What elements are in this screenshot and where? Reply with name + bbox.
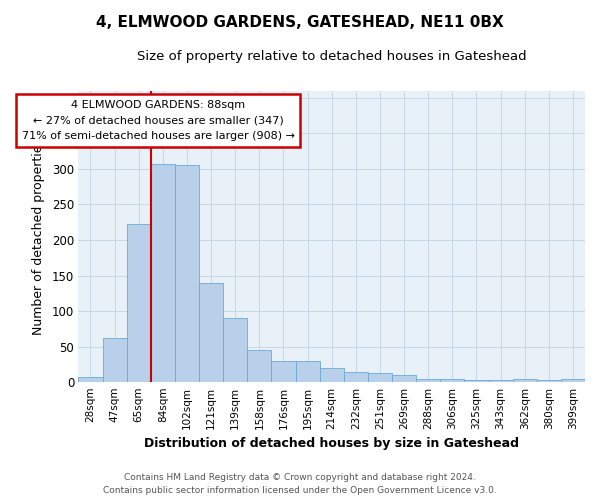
Bar — [151, 164, 175, 382]
Bar — [320, 368, 344, 382]
Bar — [561, 379, 585, 382]
Bar — [127, 224, 151, 382]
Bar — [537, 380, 561, 382]
Bar — [368, 373, 392, 382]
Bar — [199, 282, 223, 382]
Bar — [79, 376, 103, 382]
Text: 4 ELMWOOD GARDENS: 88sqm
← 27% of detached houses are smaller (347)
71% of semi-: 4 ELMWOOD GARDENS: 88sqm ← 27% of detach… — [22, 100, 295, 141]
Bar — [392, 374, 416, 382]
Bar — [512, 379, 537, 382]
X-axis label: Distribution of detached houses by size in Gateshead: Distribution of detached houses by size … — [144, 437, 519, 450]
Bar — [271, 361, 296, 382]
Text: 4, ELMWOOD GARDENS, GATESHEAD, NE11 0BX: 4, ELMWOOD GARDENS, GATESHEAD, NE11 0BX — [96, 15, 504, 30]
Bar — [223, 318, 247, 382]
Bar — [440, 379, 464, 382]
Y-axis label: Number of detached properties: Number of detached properties — [32, 138, 45, 335]
Bar — [344, 372, 368, 382]
Bar — [296, 361, 320, 382]
Bar — [247, 350, 271, 382]
Title: Size of property relative to detached houses in Gateshead: Size of property relative to detached ho… — [137, 50, 527, 63]
Bar — [175, 166, 199, 382]
Bar — [416, 379, 440, 382]
Bar — [488, 380, 512, 382]
Text: Contains HM Land Registry data © Crown copyright and database right 2024.
Contai: Contains HM Land Registry data © Crown c… — [103, 474, 497, 495]
Bar — [103, 338, 127, 382]
Bar — [464, 380, 488, 382]
